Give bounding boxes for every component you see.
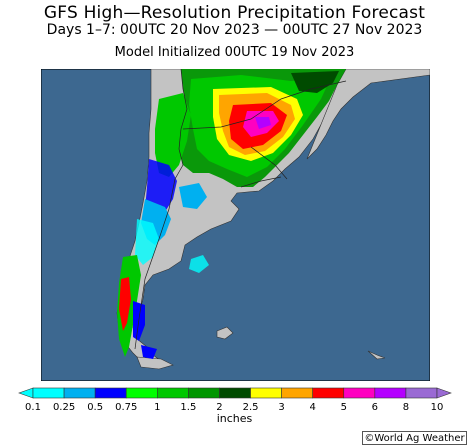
color-legend: 0.1 0.25 0.5 0.75 1 1.5 2 2.5 3 4 5 6 8 10: [0, 386, 469, 425]
legend-tick-label: 2: [216, 402, 222, 412]
legend-swatch: [94, 387, 127, 399]
legend-tick-label: 6: [372, 402, 378, 412]
legend-tick-label: 0.25: [53, 402, 75, 412]
legend-swatch: [405, 387, 438, 399]
legend-swatch: [374, 387, 407, 399]
legend-swatch: [32, 387, 65, 399]
legend-swatch: [188, 387, 220, 399]
legend-tick-label: 8: [403, 402, 409, 412]
legend-bar: 0.1 0.25 0.5 0.75 1 1.5 2 2.5 3 4 5 6 8 10: [18, 387, 452, 413]
legend-tick-label: 2.5: [243, 402, 259, 412]
legend-tick-label: 0.75: [115, 402, 137, 412]
land-falklands: [216, 326, 234, 340]
forecast-period: Days 1–7: 00UTC 20 Nov 2023 — 00UTC 27 N…: [46, 22, 423, 38]
land-south-georgia: [367, 350, 386, 360]
precip-lightcyan: [135, 219, 209, 273]
legend-tick-label: 4: [310, 402, 316, 412]
legend-swatch: [250, 387, 282, 399]
legend-swatch: [63, 387, 96, 399]
precip-purple: [255, 117, 271, 129]
legend-tick-label: 3: [278, 402, 284, 412]
legend-swatch: [343, 387, 376, 399]
legend-swatch: [312, 387, 345, 399]
legend-tick-label: 0.1: [25, 402, 41, 412]
precipitation-map: ©World Ag Weather: [40, 68, 467, 445]
legend-tick-label: 5: [341, 402, 347, 412]
precip-south-heavy: [119, 277, 131, 331]
land-tierra-del-fuego: [136, 356, 174, 370]
legend-units: inches: [216, 412, 253, 425]
legend-max-arrow: [436, 387, 452, 399]
map-graphic: [40, 68, 431, 382]
legend-tick-label: 10: [431, 402, 444, 412]
legend-tick-label: 1: [154, 402, 160, 412]
legend-swatch: [219, 387, 251, 399]
legend-min-arrow: [18, 387, 34, 399]
borders: [134, 68, 347, 350]
map-title: GFS High—Resolution Precipitation Foreca…: [43, 3, 426, 23]
legend-swatch: [281, 387, 313, 399]
legend-swatch: [157, 387, 189, 399]
model-init: Model Initialized 00UTC 19 Nov 2023: [114, 45, 355, 60]
legend-swatch: [125, 387, 158, 399]
legend-tick-label: 0.5: [87, 402, 103, 412]
credit-label: ©World Ag Weather: [362, 431, 467, 445]
precip-green-central: [155, 93, 191, 177]
legend-tick-label: 1.5: [180, 402, 196, 412]
